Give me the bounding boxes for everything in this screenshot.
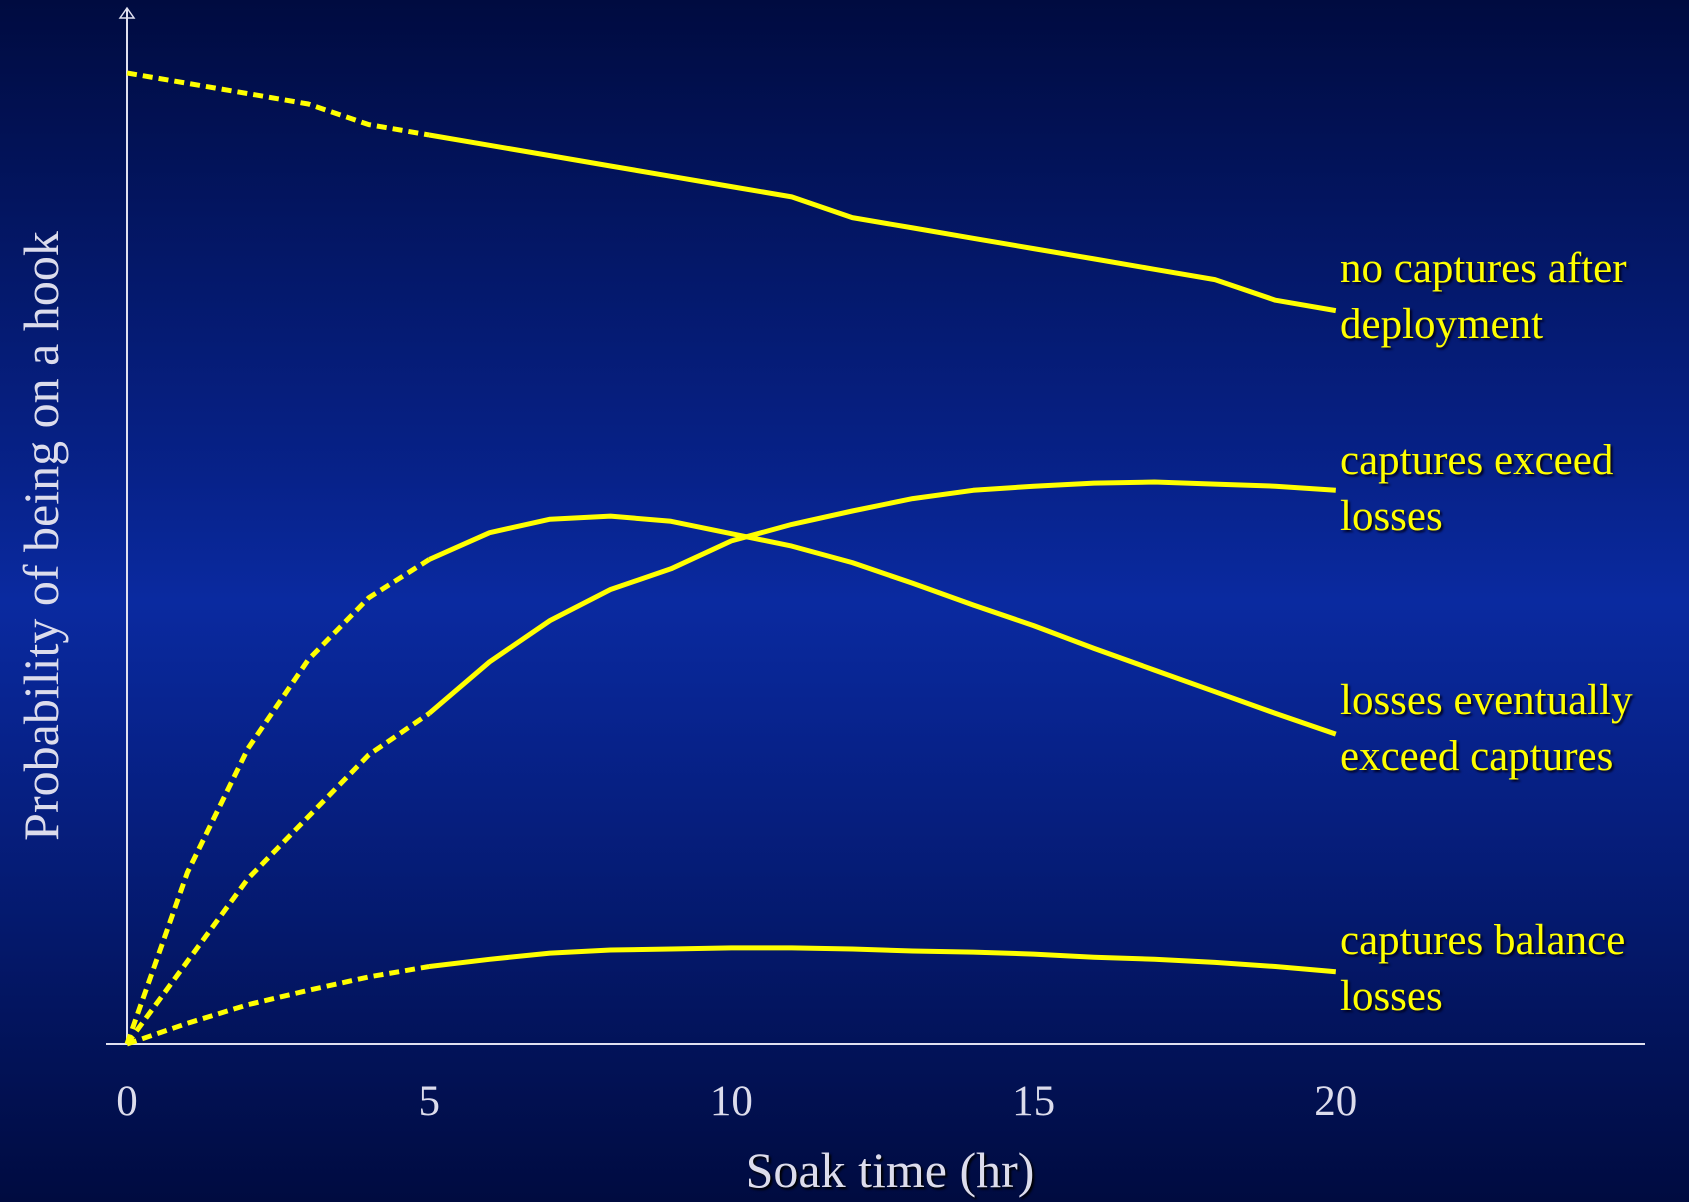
line (427, 479, 1336, 716)
x-tick-label: 10 (710, 1078, 753, 1125)
y-axis-arrow (118, 6, 136, 19)
series-label: no captures after deployment (1340, 245, 1627, 348)
line (428, 132, 1337, 314)
dashed-line (124, 557, 431, 1045)
x-tick-label: 15 (1012, 1078, 1055, 1125)
x-tick-label: 0 (116, 1078, 138, 1125)
series-label: captures balance losses (1340, 917, 1626, 1020)
dashed-line (126, 964, 430, 1047)
line (428, 513, 1337, 737)
x-tick-label: 20 (1314, 1078, 1357, 1125)
series-label: captures exceed losses (1340, 437, 1614, 540)
y-axis-label: Probability of being on a hook (13, 231, 69, 841)
dashed-line (124, 711, 431, 1046)
line (428, 945, 1337, 975)
series-label: losses eventually exceed captures (1340, 677, 1633, 780)
dashed-line (126, 70, 430, 138)
x-axis-label: Soak time (hr) (746, 1142, 1035, 1198)
x-tick-label: 5 (418, 1078, 440, 1125)
